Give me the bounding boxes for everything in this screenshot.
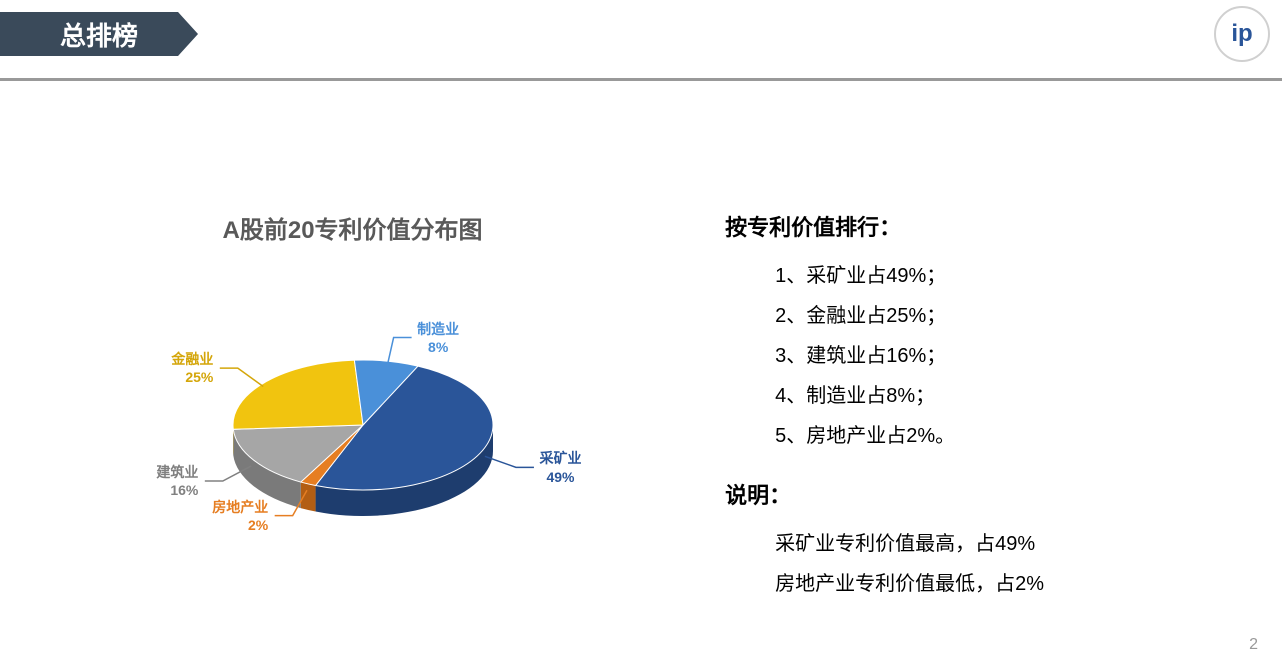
text-area: 按专利价值排行： 1、采矿业占49%；2、金融业占25%；3、建筑业占16%；4… — [705, 100, 1282, 668]
slice-label: 采矿业49% — [539, 449, 581, 485]
slice-label: 建筑业16% — [156, 463, 198, 499]
pie-slice — [233, 360, 363, 429]
header: 上市公司专利价值排行榜 总排榜 ip — [0, 0, 1282, 60]
description-heading: 说明： — [725, 478, 1222, 510]
main-title: 上市公司专利价值排行榜 — [465, 12, 817, 56]
ranking-item: 2、金融业占25%； — [775, 296, 1222, 336]
chart-area: A股前20专利价值分布图 采矿业49% 房地产业2% 建筑业16% 金融业25% 制造业… — [0, 100, 705, 668]
ranking-item: 1、采矿业占49%； — [775, 256, 1222, 296]
slice-label: 制造业8% — [417, 320, 459, 356]
ranking-heading: 按专利价值排行： — [725, 210, 1222, 242]
chart-title: A股前20专利价值分布图 — [0, 210, 705, 245]
description-item: 采矿业专利价值最高，占49% — [775, 524, 1222, 564]
slice-label: 房地产业2% — [212, 498, 268, 534]
logo-text: ip — [1231, 20, 1252, 48]
ranking-list: 1、采矿业占49%；2、金融业占25%；3、建筑业占16%；4、制造业占8%；5… — [725, 256, 1222, 456]
ranking-item: 3、建筑业占16%； — [775, 336, 1222, 376]
divider — [0, 78, 1282, 81]
pie-chart: 采矿业49%房地产业2%建筑业16%金融业25%制造业8% — [143, 275, 563, 595]
ranking-item: 5、房地产业占2%。 — [775, 416, 1222, 456]
logo-icon: ip — [1214, 6, 1270, 62]
page-number: 2 — [1249, 636, 1258, 654]
pie-svg — [143, 275, 563, 595]
tab-ribbon: 总排榜 — [0, 12, 198, 56]
description-list: 采矿业专利价值最高，占49%房地产业专利价值最低，占2% — [725, 524, 1222, 604]
leader-line — [387, 338, 411, 365]
content: A股前20专利价值分布图 采矿业49% 房地产业2% 建筑业16% 金融业25% 制造业… — [0, 100, 1282, 668]
description-item: 房地产业专利价值最低，占2% — [775, 564, 1222, 604]
ranking-item: 4、制造业占8%； — [775, 376, 1222, 416]
slice-label: 金融业25% — [171, 350, 213, 386]
leader-line — [219, 368, 262, 386]
tab-label: 总排榜 — [60, 16, 138, 53]
